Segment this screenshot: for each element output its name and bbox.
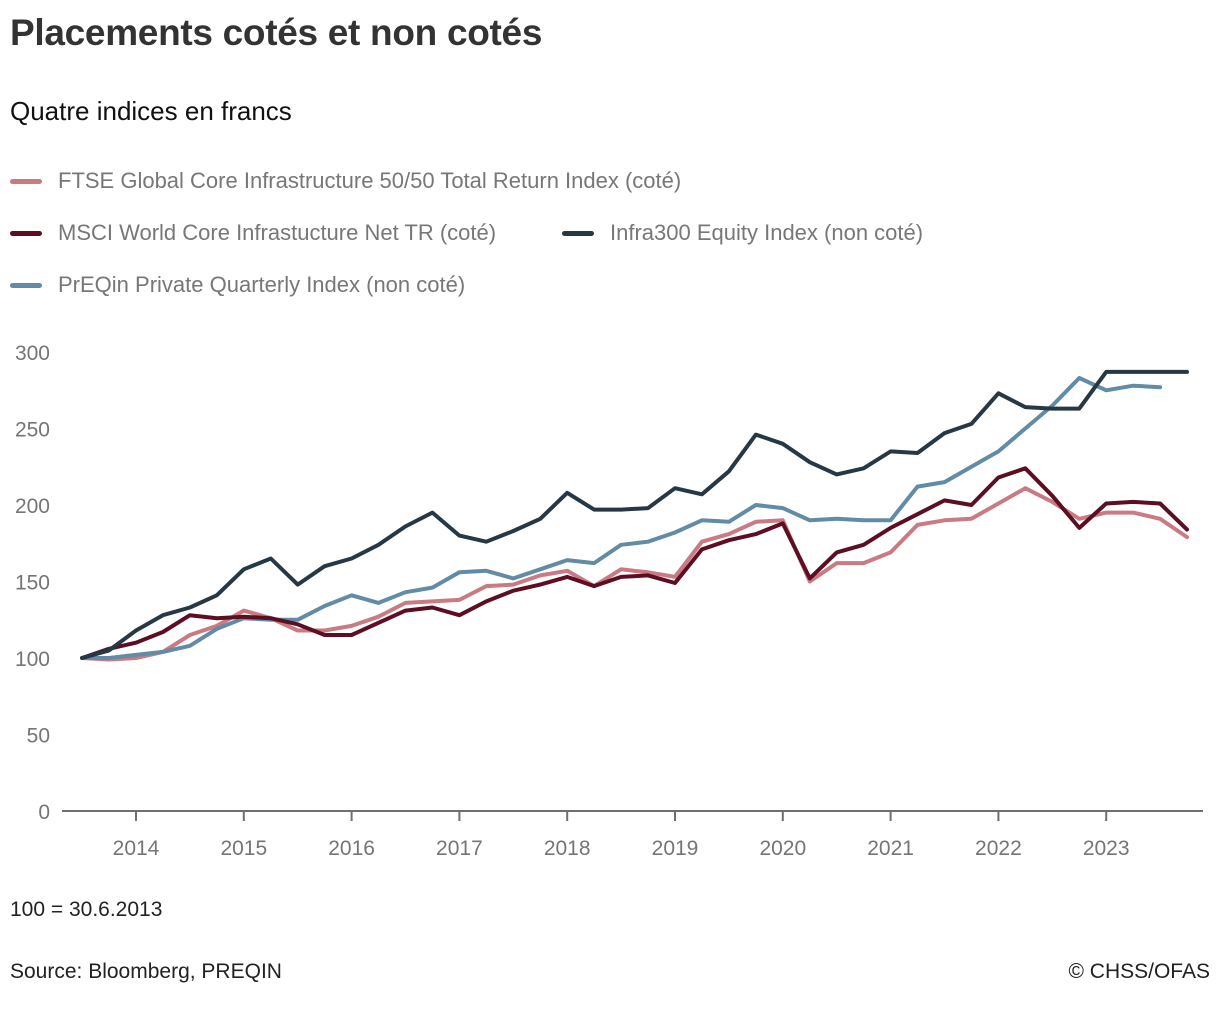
series-line-ftse (80, 486, 1189, 662)
legend-label-preqin: PrEQin Private Quarterly Index (non coté… (58, 272, 466, 297)
legend-item-ftse[interactable]: FTSE Global Core Infrastructure 50/50 To… (10, 168, 681, 194)
y-tick-label: 300 (15, 342, 50, 365)
legend-swatch-ftse (10, 178, 42, 184)
legend-item-preqin[interactable]: PrEQin Private Quarterly Index (non coté… (10, 272, 465, 298)
legend-label-infra300: Infra300 Equity Index (non coté) (610, 220, 924, 245)
y-tick-label: 200 (15, 495, 50, 518)
x-tick-label: 2015 (220, 837, 267, 860)
legend-item-infra300[interactable]: Infra300 Equity Index (non coté) (562, 220, 923, 246)
x-tick-label: 2023 (1083, 837, 1130, 860)
legend-swatch-infra300 (562, 230, 594, 236)
x-tick-label: 2017 (436, 837, 483, 860)
legend-row: PrEQin Private Quarterly Index (non coté… (10, 272, 1210, 324)
x-axis: 2014 2015 2016 2017 2018 2019 2020 2021 2022 2023 (62, 810, 1203, 860)
series-line-msci (80, 466, 1189, 660)
y-tick-label: 50 (27, 725, 50, 748)
x-tick-label: 2016 (328, 837, 375, 860)
legend-row: FTSE Global Core Infrastructure 50/50 To… (10, 168, 1210, 220)
footnote: 100 = 30.6.2013 (10, 898, 163, 921)
y-axis: 0 50 100 150 200 250 300 (15, 342, 50, 824)
legend-label-msci: MSCI World Core Infrastucture Net TR (co… (58, 220, 497, 245)
chart-subtitle: Quatre indices en francs (10, 96, 292, 126)
y-tick-label: 100 (15, 648, 50, 671)
legend-item-msci[interactable]: MSCI World Core Infrastucture Net TR (co… (10, 220, 496, 246)
y-tick-label: 250 (15, 419, 50, 442)
chart-title: Placements cotés et non cotés (10, 12, 543, 53)
legend-label-ftse: FTSE Global Core Infrastructure 50/50 To… (58, 168, 682, 193)
y-tick-label: 0 (38, 801, 50, 824)
legend: FTSE Global Core Infrastructure 50/50 To… (10, 168, 1210, 324)
x-tick-label: 2014 (113, 837, 160, 860)
y-tick-label: 150 (15, 572, 50, 595)
x-tick-label: 2020 (759, 837, 806, 860)
series-line-infra300 (80, 369, 1189, 660)
x-tick-label: 2022 (975, 837, 1022, 860)
series-lines (80, 369, 1189, 662)
source-note: Source: Bloomberg, PREQIN (10, 960, 282, 983)
x-tick-label: 2018 (544, 837, 591, 860)
legend-swatch-preqin (10, 282, 42, 288)
x-tick-label: 2019 (652, 837, 699, 860)
credit: © CHSS/OFAS (1068, 960, 1210, 983)
x-tick-label: 2021 (867, 837, 914, 860)
legend-row: MSCI World Core Infrastucture Net TR (co… (10, 220, 1210, 272)
legend-swatch-msci (10, 230, 42, 236)
